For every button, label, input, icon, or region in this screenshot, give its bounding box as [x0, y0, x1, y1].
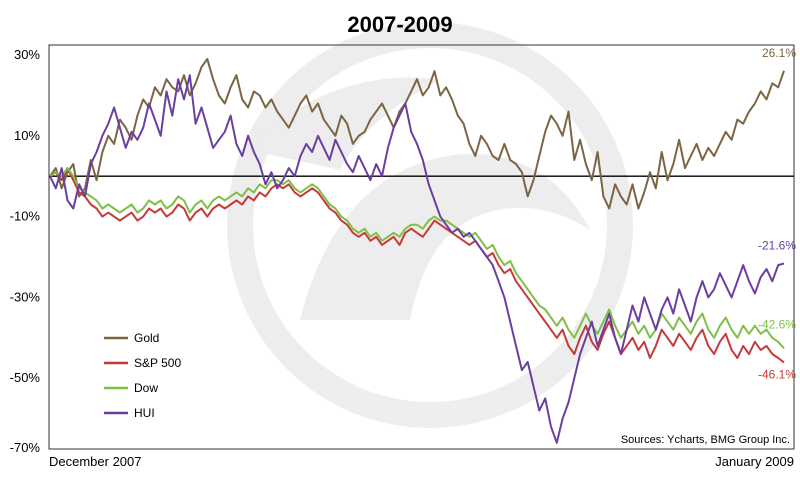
series-line-s-p-500	[49, 167, 785, 364]
y-tick-label: -10%	[10, 209, 41, 224]
end-labels: 26.1% -46.1% -42.6% -21.6%	[758, 46, 796, 382]
y-tick-label: 30%	[14, 47, 40, 62]
source-note: Sources: Ycharts, BMG Group Inc.	[621, 434, 790, 446]
plot-frame	[48, 44, 795, 450]
series-line-gold	[49, 58, 785, 210]
x-start-label: December 2007	[49, 454, 142, 469]
y-axis: 30% 10% -10% -30% -50% -70%	[10, 47, 41, 455]
end-label: -42.6%	[758, 317, 796, 331]
legend-label: S&P 500	[134, 356, 181, 370]
y-tick-label: 10%	[14, 128, 40, 143]
y-tick-label: -70%	[10, 440, 41, 455]
legend: Gold S&P 500 Dow HUI	[104, 331, 181, 420]
legend-label: Dow	[134, 381, 158, 395]
x-end-label: January 2009	[715, 454, 794, 469]
series-lines	[49, 58, 785, 444]
series-line-hui	[49, 74, 785, 444]
y-tick-label: -50%	[10, 370, 41, 385]
y-tick-label: -30%	[10, 289, 41, 304]
end-label: -21.6%	[758, 238, 796, 252]
watermark-emblem	[227, 22, 633, 428]
chart-title: 2007-2009	[347, 12, 452, 37]
legend-label: Gold	[134, 331, 159, 345]
series-line-dow	[49, 167, 785, 349]
end-label: -46.1%	[758, 367, 796, 381]
end-label: 26.1%	[762, 46, 796, 60]
legend-label: HUI	[134, 406, 155, 420]
